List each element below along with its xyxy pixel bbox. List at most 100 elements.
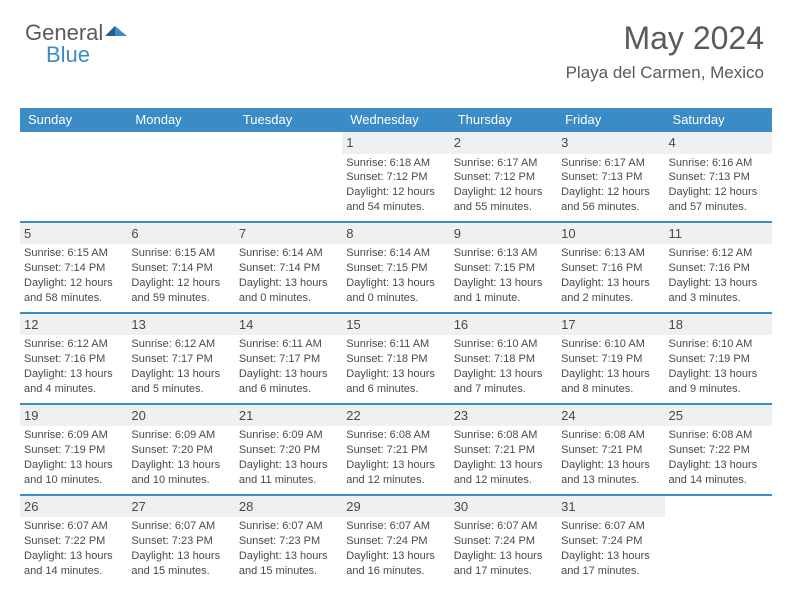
sunrise-line: Sunrise: 6:15 AM (24, 246, 123, 261)
day-number: 28 (235, 496, 342, 518)
day-number: 19 (20, 405, 127, 427)
daylight-line: Daylight: 13 hours and 14 minutes. (669, 458, 768, 488)
day-number: 14 (235, 314, 342, 336)
day-cell: 19Sunrise: 6:09 AMSunset: 7:19 PMDayligh… (20, 405, 127, 494)
day-number: 21 (235, 405, 342, 427)
day-cell: 16Sunrise: 6:10 AMSunset: 7:18 PMDayligh… (450, 314, 557, 403)
sunrise-line: Sunrise: 6:10 AM (669, 337, 768, 352)
day-number: 11 (665, 223, 772, 245)
sunset-line: Sunset: 7:19 PM (24, 443, 123, 458)
sunset-line: Sunset: 7:22 PM (24, 534, 123, 549)
daylight-line: Daylight: 13 hours and 0 minutes. (346, 276, 445, 306)
day-details: Sunrise: 6:13 AMSunset: 7:15 PMDaylight:… (454, 246, 553, 305)
dow-saturday: Saturday (665, 108, 772, 132)
daylight-line: Daylight: 13 hours and 16 minutes. (346, 549, 445, 579)
day-details: Sunrise: 6:08 AMSunset: 7:21 PMDaylight:… (454, 428, 553, 487)
daylight-line: Daylight: 13 hours and 6 minutes. (346, 367, 445, 397)
day-details: Sunrise: 6:12 AMSunset: 7:16 PMDaylight:… (669, 246, 768, 305)
day-cell: 24Sunrise: 6:08 AMSunset: 7:21 PMDayligh… (557, 405, 664, 494)
sunset-line: Sunset: 7:24 PM (454, 534, 553, 549)
day-cell: 11Sunrise: 6:12 AMSunset: 7:16 PMDayligh… (665, 223, 772, 312)
daylight-line: Daylight: 12 hours and 55 minutes. (454, 185, 553, 215)
sunset-line: Sunset: 7:14 PM (131, 261, 230, 276)
day-cell: 12Sunrise: 6:12 AMSunset: 7:16 PMDayligh… (20, 314, 127, 403)
sunrise-line: Sunrise: 6:09 AM (24, 428, 123, 443)
dow-friday: Friday (557, 108, 664, 132)
sunrise-line: Sunrise: 6:08 AM (454, 428, 553, 443)
logo-text-blue: Blue (46, 42, 90, 67)
day-details: Sunrise: 6:10 AMSunset: 7:19 PMDaylight:… (561, 337, 660, 396)
day-details: Sunrise: 6:14 AMSunset: 7:15 PMDaylight:… (346, 246, 445, 305)
day-details: Sunrise: 6:08 AMSunset: 7:21 PMDaylight:… (346, 428, 445, 487)
daylight-line: Daylight: 13 hours and 12 minutes. (346, 458, 445, 488)
day-details: Sunrise: 6:17 AMSunset: 7:13 PMDaylight:… (561, 156, 660, 215)
sunset-line: Sunset: 7:20 PM (131, 443, 230, 458)
day-of-week-header: SundayMondayTuesdayWednesdayThursdayFrid… (20, 108, 772, 132)
week-row: 5Sunrise: 6:15 AMSunset: 7:14 PMDaylight… (20, 221, 772, 312)
day-cell: 4Sunrise: 6:16 AMSunset: 7:13 PMDaylight… (665, 132, 772, 221)
day-cell: 29Sunrise: 6:07 AMSunset: 7:24 PMDayligh… (342, 496, 449, 585)
daylight-line: Daylight: 13 hours and 1 minute. (454, 276, 553, 306)
sunset-line: Sunset: 7:21 PM (454, 443, 553, 458)
daylight-line: Daylight: 13 hours and 5 minutes. (131, 367, 230, 397)
dow-monday: Monday (127, 108, 234, 132)
sunrise-line: Sunrise: 6:18 AM (346, 156, 445, 171)
sunrise-line: Sunrise: 6:14 AM (239, 246, 338, 261)
day-cell: 28Sunrise: 6:07 AMSunset: 7:23 PMDayligh… (235, 496, 342, 585)
sunrise-line: Sunrise: 6:17 AM (561, 156, 660, 171)
daylight-line: Daylight: 12 hours and 58 minutes. (24, 276, 123, 306)
day-details: Sunrise: 6:08 AMSunset: 7:22 PMDaylight:… (669, 428, 768, 487)
day-number: 29 (342, 496, 449, 518)
day-number: 23 (450, 405, 557, 427)
day-details: Sunrise: 6:13 AMSunset: 7:16 PMDaylight:… (561, 246, 660, 305)
empty-cell (127, 132, 234, 221)
day-number: 15 (342, 314, 449, 336)
daylight-line: Daylight: 13 hours and 2 minutes. (561, 276, 660, 306)
sunset-line: Sunset: 7:13 PM (669, 170, 768, 185)
sunset-line: Sunset: 7:19 PM (561, 352, 660, 367)
day-cell: 7Sunrise: 6:14 AMSunset: 7:14 PMDaylight… (235, 223, 342, 312)
day-cell: 2Sunrise: 6:17 AMSunset: 7:12 PMDaylight… (450, 132, 557, 221)
sunset-line: Sunset: 7:12 PM (346, 170, 445, 185)
dow-thursday: Thursday (450, 108, 557, 132)
sunset-line: Sunset: 7:23 PM (131, 534, 230, 549)
sunset-line: Sunset: 7:18 PM (346, 352, 445, 367)
day-details: Sunrise: 6:11 AMSunset: 7:18 PMDaylight:… (346, 337, 445, 396)
sunrise-line: Sunrise: 6:09 AM (239, 428, 338, 443)
daylight-line: Daylight: 13 hours and 14 minutes. (24, 549, 123, 579)
sunrise-line: Sunrise: 6:10 AM (454, 337, 553, 352)
day-cell: 25Sunrise: 6:08 AMSunset: 7:22 PMDayligh… (665, 405, 772, 494)
day-cell: 20Sunrise: 6:09 AMSunset: 7:20 PMDayligh… (127, 405, 234, 494)
day-cell: 21Sunrise: 6:09 AMSunset: 7:20 PMDayligh… (235, 405, 342, 494)
daylight-line: Daylight: 13 hours and 7 minutes. (454, 367, 553, 397)
day-cell: 15Sunrise: 6:11 AMSunset: 7:18 PMDayligh… (342, 314, 449, 403)
day-number: 16 (450, 314, 557, 336)
day-cell: 6Sunrise: 6:15 AMSunset: 7:14 PMDaylight… (127, 223, 234, 312)
sunset-line: Sunset: 7:14 PM (239, 261, 338, 276)
sunset-line: Sunset: 7:24 PM (346, 534, 445, 549)
sunrise-line: Sunrise: 6:11 AM (346, 337, 445, 352)
day-details: Sunrise: 6:07 AMSunset: 7:23 PMDaylight:… (239, 519, 338, 578)
sunrise-line: Sunrise: 6:07 AM (131, 519, 230, 534)
day-details: Sunrise: 6:10 AMSunset: 7:18 PMDaylight:… (454, 337, 553, 396)
sunrise-line: Sunrise: 6:14 AM (346, 246, 445, 261)
day-details: Sunrise: 6:16 AMSunset: 7:13 PMDaylight:… (669, 156, 768, 215)
month-title: May 2024 (566, 20, 764, 57)
daylight-line: Daylight: 13 hours and 0 minutes. (239, 276, 338, 306)
day-cell: 10Sunrise: 6:13 AMSunset: 7:16 PMDayligh… (557, 223, 664, 312)
day-number: 24 (557, 405, 664, 427)
day-cell: 23Sunrise: 6:08 AMSunset: 7:21 PMDayligh… (450, 405, 557, 494)
daylight-line: Daylight: 13 hours and 17 minutes. (561, 549, 660, 579)
sunrise-line: Sunrise: 6:13 AM (454, 246, 553, 261)
header: May 2024 Playa del Carmen, Mexico (566, 20, 764, 83)
day-details: Sunrise: 6:09 AMSunset: 7:19 PMDaylight:… (24, 428, 123, 487)
dow-tuesday: Tuesday (235, 108, 342, 132)
day-number: 3 (557, 132, 664, 154)
logo-icon (105, 22, 129, 45)
day-cell: 27Sunrise: 6:07 AMSunset: 7:23 PMDayligh… (127, 496, 234, 585)
calendar: SundayMondayTuesdayWednesdayThursdayFrid… (20, 108, 772, 585)
sunrise-line: Sunrise: 6:07 AM (24, 519, 123, 534)
sunrise-line: Sunrise: 6:12 AM (131, 337, 230, 352)
sunrise-line: Sunrise: 6:16 AM (669, 156, 768, 171)
daylight-line: Daylight: 13 hours and 9 minutes. (669, 367, 768, 397)
